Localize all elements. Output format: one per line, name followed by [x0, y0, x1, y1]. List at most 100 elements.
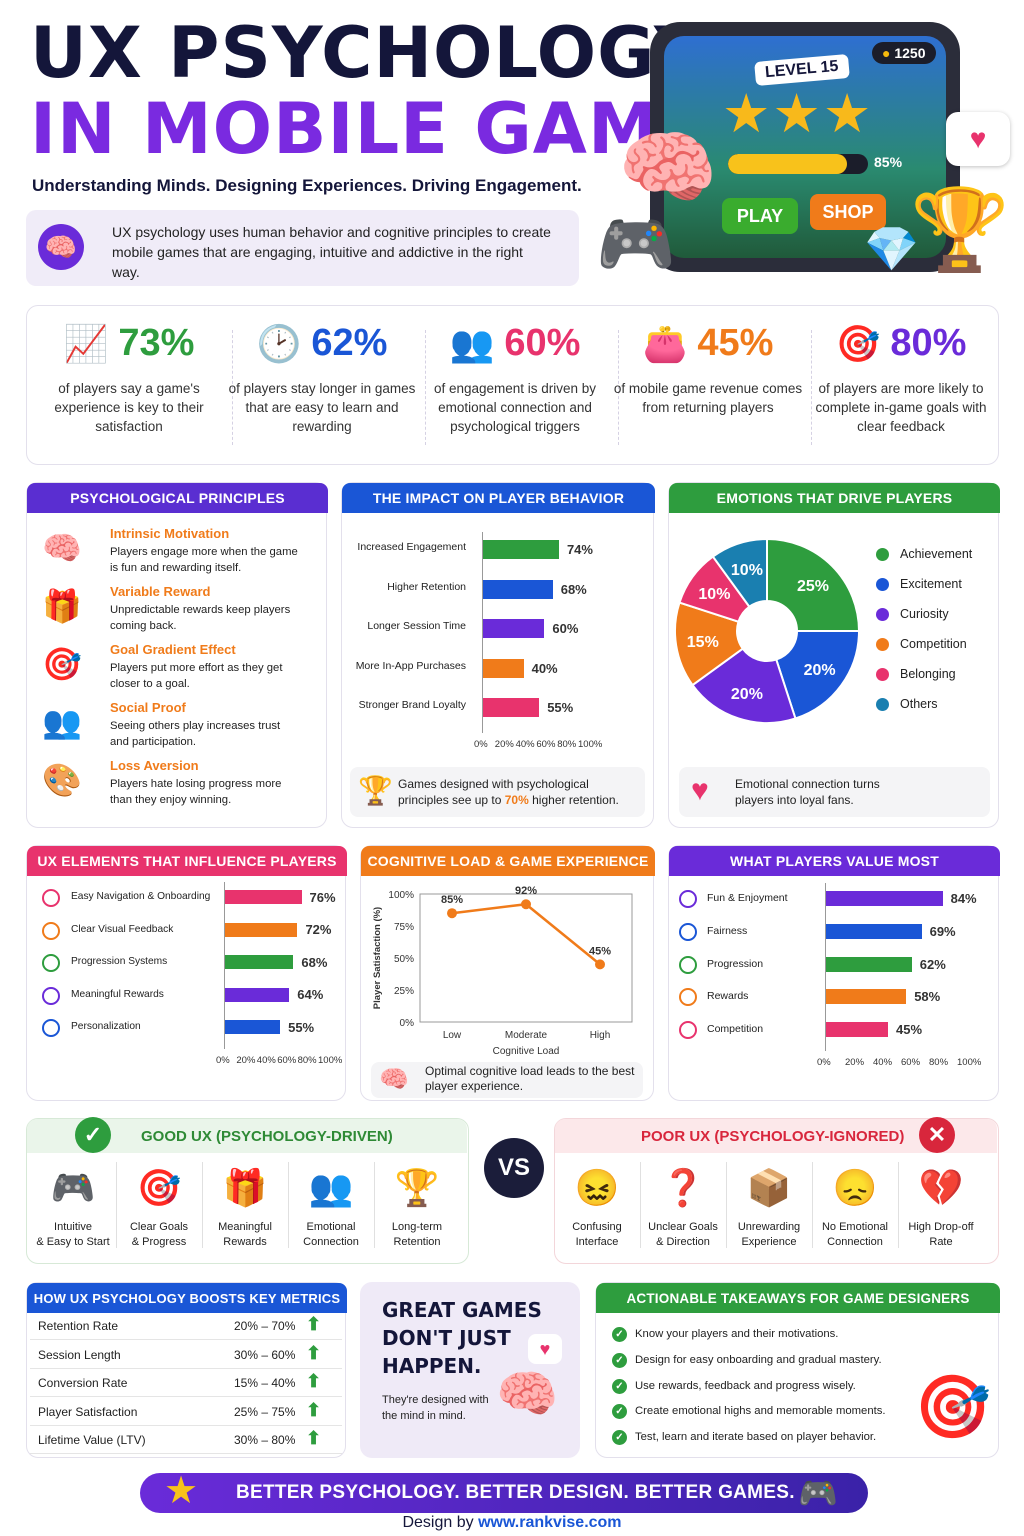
feedback-icon — [42, 921, 60, 940]
cognitive-line-chart: 0% 25% 50% 75% 100% 85% Low 92% Moderate 45% High C… — [372, 885, 633, 1057]
pie-slice — [766, 537, 861, 632]
divider — [726, 1162, 727, 1248]
stat-top: 🎯 80% — [806, 322, 996, 365]
gem-icon: 💎 — [864, 225, 919, 274]
stats-row — [26, 305, 999, 465]
shop-button[interactable]: SHOP — [810, 194, 886, 230]
bar-value: 45% — [896, 1022, 923, 1038]
brain-mascot-icon: 🧠 — [496, 1366, 559, 1422]
divider — [232, 330, 233, 445]
controller-icon: 🎮 — [50, 1167, 96, 1208]
heart-bubble-icon: ♥ — [528, 1334, 562, 1364]
principle-desc: Unpredictable rewards keep players comin… — [110, 604, 291, 632]
brain-icon: 🧠 — [38, 224, 84, 270]
stat-text: of mobile game revenue comes from return… — [613, 381, 803, 415]
bar — [224, 987, 290, 1002]
trophy-icon — [679, 1021, 697, 1040]
x-axis-label: Cognitive Load — [493, 1046, 560, 1057]
ux-elements-card: UX ELEMENTS THAT INFLUENCE PLAYERS — [26, 845, 347, 1101]
axis-tick: 20% — [845, 1057, 865, 1068]
arrow-up-icon: ⬆ — [306, 1342, 322, 1363]
controller-icon — [679, 890, 697, 908]
compare-label: Unrewarding Experience — [737, 1221, 801, 1248]
bar-label: Higher Retention — [387, 580, 466, 593]
axis-tick: 0% — [817, 1057, 831, 1068]
data-label: 92% — [515, 885, 537, 897]
bar-value: 69% — [929, 923, 956, 939]
metric-range: 30% – 60% — [234, 1347, 296, 1362]
metric-name: Lifetime Value (LTV) — [38, 1433, 146, 1447]
check-icon: ✓ — [612, 1352, 627, 1368]
bar-label: Progression — [707, 957, 764, 970]
pie-slice-label: 10% — [731, 562, 763, 579]
legend-label: Others — [900, 697, 938, 711]
quote-box: GREAT GAMES DON'T JUST HAPPEN. They're d… — [360, 1282, 580, 1458]
cognitive-card: COGNITIVE LOAD & GAME EXPERIENCE 🧠 Optim… — [360, 845, 655, 1101]
level-progress-bar — [728, 154, 868, 174]
bar-value: 62% — [919, 956, 946, 972]
metric-row: Lifetime Value (LTV) 30% – 80% ⬆ — [30, 1428, 342, 1454]
target-icon: 🎯 — [835, 322, 881, 364]
bar — [482, 698, 540, 717]
divider — [425, 330, 426, 445]
legend-swatch — [876, 668, 889, 681]
data-point — [521, 899, 531, 910]
poor-ux-card: POOR UX (PSYCHOLOGY-IGNORED) ✕ — [554, 1117, 999, 1264]
bar-value: 68% — [560, 581, 587, 597]
axis-tick: 80% — [557, 739, 577, 750]
poor-ux-heading: POOR UX (PSYCHOLOGY-IGNORED) — [641, 1128, 905, 1145]
emotions-donut-chart: 25% 20% 20% 15% 10%10% — [674, 537, 861, 724]
metric-name: Session Length — [38, 1347, 121, 1362]
y-tick-label: 100% — [388, 890, 414, 901]
tagline: Understanding Minds. Designing Experienc… — [32, 176, 582, 195]
stat-top: 👛 45% — [613, 322, 803, 365]
gamepad-icon: 🎮 — [798, 1475, 838, 1511]
data-label: 85% — [441, 894, 463, 906]
impact-card: THE IMPACT ON PLAYER BEHAVIOR 🏆 Games de… — [341, 482, 655, 828]
takeaway-item: Know your players and their motivations. — [635, 1328, 839, 1340]
credit-link[interactable]: www.rankvise.com — [478, 1514, 622, 1531]
compare-label: Clear Goals & Progress — [129, 1221, 189, 1248]
bar-label: Longer Session Time — [367, 620, 466, 632]
bar — [825, 923, 922, 939]
level-progress-label: 85% — [874, 154, 903, 170]
trophy-icon: 🏆 — [394, 1167, 440, 1208]
metric-row: Conversion Rate 15% – 40% ⬆ — [30, 1371, 342, 1397]
axis-tick: 40% — [515, 739, 535, 750]
brain-icon: 🧠 — [379, 1066, 409, 1093]
bar — [224, 922, 298, 937]
value-heading: WHAT PLAYERS VALUE MOST — [669, 846, 1000, 876]
bar — [482, 619, 545, 638]
divider — [618, 330, 619, 445]
stat-value: 73% — [118, 322, 195, 364]
compare-label: High Drop-off Rate — [908, 1221, 974, 1248]
play-button[interactable]: PLAY — [722, 198, 798, 234]
stat-item: 🎯 80% of players are more likely to comple… — [806, 322, 996, 436]
stat-text: of players are more likely to complete i… — [815, 381, 987, 434]
axis-tick: 40% — [256, 1055, 276, 1066]
bar-value: 40% — [531, 660, 558, 676]
takeaway-item: Test, learn and iterate based on player … — [635, 1431, 877, 1444]
y-tick-label: 75% — [394, 922, 414, 933]
metric-row: Player Satisfaction 25% – 75% ⬆ — [30, 1400, 342, 1426]
bar — [482, 658, 524, 678]
bar — [825, 956, 912, 972]
series-line — [451, 902, 601, 966]
pie-slice — [775, 630, 861, 720]
growth-chart-icon: 📈 — [63, 322, 109, 364]
divider — [812, 1162, 813, 1248]
palette-icon: 🎨 — [42, 762, 82, 798]
pie-slice-label: 10% — [698, 586, 730, 603]
bar-value: 55% — [288, 1019, 315, 1035]
metric-range: 30% – 80% — [234, 1433, 296, 1447]
pie-slice — [711, 537, 768, 609]
principle-title: Goal Gradient Effect — [110, 642, 236, 657]
y-axis-label: Player Satisfaction (%) — [372, 907, 383, 1009]
metric-name: Conversion Rate — [38, 1376, 128, 1390]
legend-swatch — [876, 638, 889, 651]
axis-tick: 100% — [578, 739, 603, 750]
credit-prefix: Design by — [402, 1514, 474, 1531]
people-icon: 👥 — [308, 1167, 354, 1208]
bar-label: Rewards — [707, 990, 749, 1003]
people-icon — [42, 1019, 60, 1037]
